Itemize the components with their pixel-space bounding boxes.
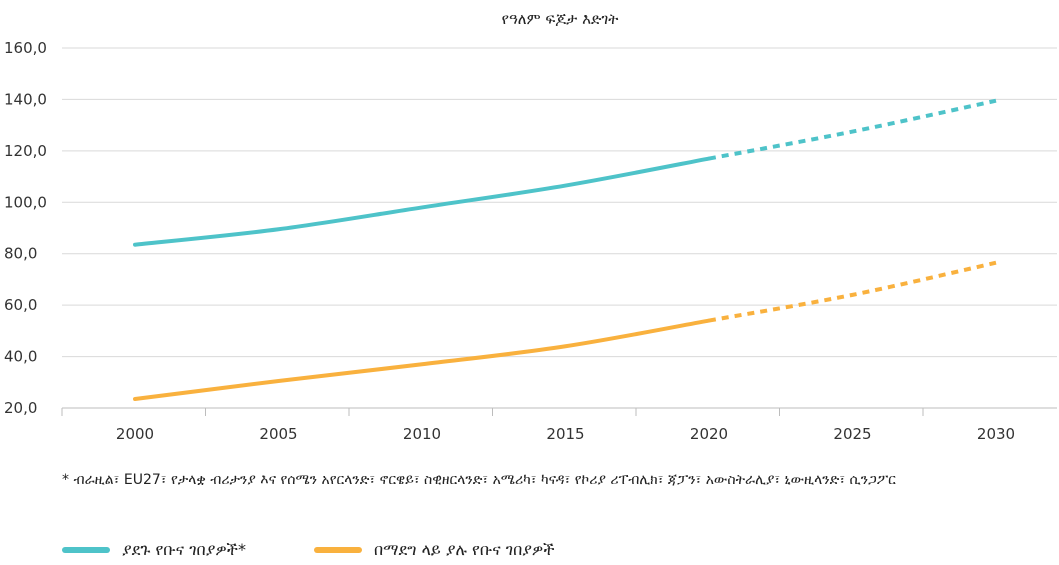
legend-swatch: [313, 547, 362, 553]
x-tick-label: 2010: [403, 425, 441, 443]
x-tick-label: 2020: [690, 425, 728, 443]
x-tick-label: 2000: [116, 425, 154, 443]
series-line-actual-1: [133, 156, 711, 247]
legend-label: ያደጉ የቡና ገበያዎች*: [122, 540, 246, 559]
x-tick-label: 2005: [259, 425, 297, 443]
legend-item-2: በማደግ ላይ ያሉ የቡና ገበያዎች: [313, 540, 555, 560]
y-tick-label: 120,0: [4, 142, 47, 160]
series-line-projected-1: [708, 98, 997, 161]
grid-lines: [62, 47, 1057, 409]
series-line-projected-2: [708, 260, 997, 323]
y-tick-label: 20,0: [4, 399, 37, 417]
series-line-actual-2: [133, 318, 711, 401]
y-axis-tick-labels: 160,0 140,0 120,0 100,0 80,0 60,0 40,0 20,0: [4, 39, 47, 417]
y-tick-label: 160,0: [4, 39, 47, 57]
chart-legend: ያደጉ የቡና ገበያዎች* በማደግ ላይ ያሉ የቡና ገበያዎች: [62, 538, 623, 562]
y-tick-label: 140,0: [4, 90, 47, 108]
footnote: * ብራዚል፣ EU27፣ የታላቋ ብሪታንያ እና የሰሜን አየርላንድ፣…: [62, 472, 896, 488]
y-tick-label: 60,0: [4, 296, 37, 314]
legend-label: በማደግ ላይ ያሉ የቡና ገበያዎች: [373, 540, 555, 559]
chart-title: የዓለም ፍጆታ እድገት: [502, 10, 619, 28]
legend-swatch: [62, 547, 110, 553]
x-tick-label: 2025: [833, 425, 871, 443]
y-tick-label: 40,0: [4, 348, 37, 366]
x-tick-label: 2030: [977, 425, 1015, 443]
x-tick-label: 2015: [546, 425, 584, 443]
series-lines: [133, 98, 997, 401]
y-tick-label: 80,0: [4, 245, 37, 263]
x-axis: 2000 2005 2010 2015 2020 2025 2030: [61, 408, 1015, 443]
y-tick-label: 100,0: [4, 193, 47, 211]
line-chart: የዓለም ፍጆታ እድገት 160,0 140,0 120,0 100,0 80,0 60…: [4, 10, 1057, 443]
legend-item-1: ያደጉ የቡና ገበያዎች*: [62, 540, 246, 560]
